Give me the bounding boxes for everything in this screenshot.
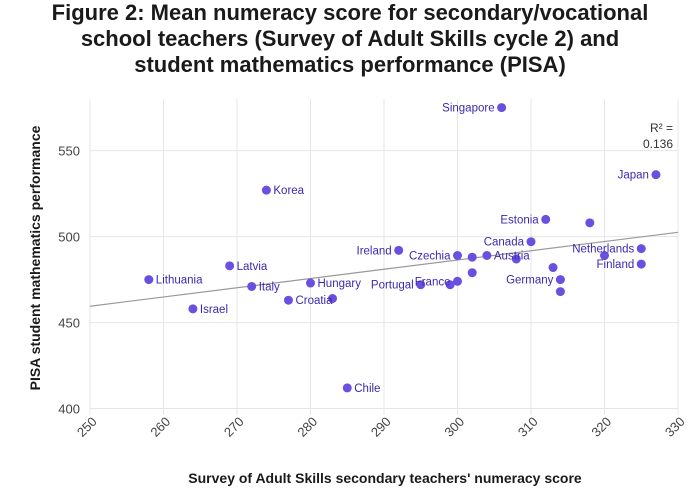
data-point[interactable] <box>467 252 477 262</box>
data-point[interactable] <box>636 244 646 254</box>
data-point[interactable] <box>306 278 315 288</box>
trendline-group <box>89 231 679 307</box>
data-point[interactable] <box>247 281 257 291</box>
point-label: Croatia <box>295 295 333 307</box>
point-label: Israel <box>200 304 228 316</box>
point-label: Netherlands <box>572 244 634 256</box>
data-point[interactable] <box>526 237 536 247</box>
point-label: Austria <box>494 251 530 263</box>
data-point[interactable] <box>555 275 565 285</box>
trendline <box>89 231 679 307</box>
x-tick-label: 330 <box>662 414 688 440</box>
x-tick-label: 250 <box>74 414 100 440</box>
data-point[interactable] <box>261 185 271 195</box>
data-point[interactable] <box>453 251 462 260</box>
data-point[interactable] <box>555 287 565 297</box>
point-label: Hungary <box>318 278 362 290</box>
chart-title-line-3: student mathematics performance (PISA) <box>134 52 566 77</box>
data-point[interactable] <box>225 261 235 271</box>
data-point[interactable] <box>467 268 477 278</box>
y-tick-label: 400 <box>58 402 80 417</box>
data-point[interactable] <box>482 251 492 260</box>
point-label: Estonia <box>500 214 539 226</box>
x-axis-label: Survey of Adult Skills secondary teacher… <box>188 470 582 486</box>
data-point[interactable] <box>394 245 404 255</box>
y-tick-label: 550 <box>58 144 80 159</box>
chart-title: Figure 2: Mean numeracy score for second… <box>0 0 700 78</box>
x-tick-label: 290 <box>368 414 394 440</box>
r-squared-label: R² = <box>650 121 673 135</box>
point-label: Korea <box>273 185 304 197</box>
data-point[interactable] <box>541 214 551 224</box>
y-tick-label: 500 <box>58 230 80 245</box>
x-tick-label: 260 <box>147 414 173 440</box>
data-point[interactable] <box>283 295 293 305</box>
data-point[interactable] <box>548 263 558 273</box>
point-label: Japan <box>618 170 649 182</box>
data-point[interactable] <box>651 170 661 180</box>
point-label: Finland <box>597 259 635 271</box>
y-tick-label: 450 <box>58 316 80 331</box>
data-point[interactable] <box>445 280 455 290</box>
x-tick-label: 300 <box>441 414 467 440</box>
data-point[interactable] <box>636 259 646 269</box>
point-label: Portugal <box>371 280 414 292</box>
chart-title-line-1: Figure 2: Mean numeracy score for second… <box>51 0 649 25</box>
x-tick-label: 310 <box>515 414 541 440</box>
point-label: Canada <box>484 237 525 249</box>
data-point[interactable] <box>342 383 352 393</box>
y-axis-label: PISA student mathematics performance <box>27 125 43 390</box>
point-label: Lithuania <box>156 275 203 287</box>
point-label: Chile <box>354 383 380 395</box>
point-label: France <box>415 276 451 288</box>
data-point[interactable] <box>144 275 154 285</box>
point-label: Czechia <box>409 251 451 263</box>
data-point[interactable] <box>188 304 198 314</box>
point-label: Ireland <box>357 245 392 257</box>
x-tick-label: 270 <box>221 414 247 440</box>
data-point[interactable] <box>511 254 521 264</box>
data-point[interactable] <box>497 103 507 113</box>
point-label: Latvia <box>237 261 268 273</box>
chart-title-line-2: school teachers (Survey of Adult Skills … <box>80 26 620 51</box>
data-point[interactable] <box>416 280 426 290</box>
r-squared-value: 0.136 <box>643 137 673 151</box>
data-points <box>144 103 661 393</box>
point-label: Singapore <box>442 103 494 115</box>
data-point[interactable] <box>453 276 462 286</box>
x-tick-label: 280 <box>294 414 320 440</box>
point-label: Germany <box>506 275 554 287</box>
data-point[interactable] <box>600 251 609 260</box>
data-point[interactable] <box>585 218 595 228</box>
point-label: Italy <box>259 281 280 293</box>
grid-lines <box>89 99 679 415</box>
point-labels: Singapore Japan Korea Estonia Canada Netherla… <box>156 103 649 395</box>
data-point[interactable] <box>328 293 338 303</box>
x-tick-label: 320 <box>588 414 614 440</box>
